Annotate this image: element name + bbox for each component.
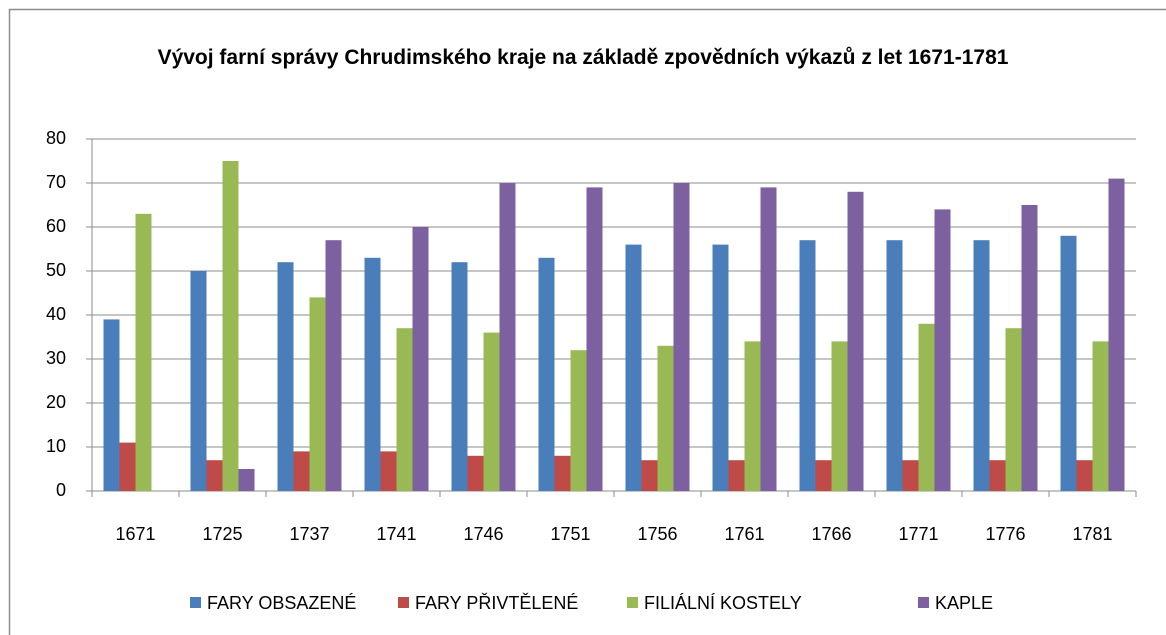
x-tick-label: 1725 — [202, 524, 242, 544]
bar — [641, 460, 658, 491]
bar — [190, 271, 207, 491]
bar — [1005, 328, 1022, 491]
bar — [554, 455, 571, 491]
y-tick-label: 40 — [46, 304, 66, 324]
bar — [309, 297, 326, 491]
legend-label: FILIÁLNÍ KOSTELY — [644, 593, 802, 613]
bar — [886, 240, 903, 491]
legend-label: FARY PŘIVTĚLENÉ — [415, 593, 578, 613]
y-tick-label: 10 — [46, 436, 66, 456]
y-tick-label: 0 — [56, 480, 66, 500]
bar — [847, 191, 864, 492]
bar — [1076, 460, 1093, 491]
bar — [483, 332, 500, 491]
bar — [831, 341, 848, 491]
bar — [918, 323, 935, 491]
y-tick-label: 50 — [46, 260, 66, 280]
bar — [815, 460, 832, 491]
bar — [625, 244, 642, 491]
legend-swatch — [918, 597, 929, 608]
bar — [1092, 341, 1109, 491]
bar — [135, 213, 152, 492]
legend-label: FARY OBSAZENÉ — [207, 593, 356, 613]
y-tick-label: 60 — [46, 216, 66, 236]
bar — [293, 451, 310, 491]
y-tick-label: 70 — [46, 172, 66, 192]
x-tick-label: 1746 — [463, 524, 503, 544]
bar — [902, 460, 919, 491]
x-tick-label: 1781 — [1072, 524, 1112, 544]
legend-label: KAPLE — [935, 593, 993, 613]
bar — [1108, 178, 1125, 491]
bar — [325, 240, 342, 491]
bar — [364, 257, 381, 491]
bar — [1021, 205, 1038, 491]
bar — [412, 227, 429, 491]
bar — [396, 328, 413, 491]
x-tick-label: 1756 — [637, 524, 677, 544]
bar — [760, 187, 777, 491]
bar — [570, 350, 587, 491]
x-tick-label: 1771 — [898, 524, 938, 544]
x-tick-label: 1671 — [115, 524, 155, 544]
legend-swatch — [190, 597, 201, 608]
bar — [119, 442, 136, 491]
x-tick-label: 1766 — [811, 524, 851, 544]
bar — [1060, 235, 1077, 491]
bar — [712, 244, 729, 491]
bar — [206, 460, 223, 491]
bar — [728, 460, 745, 491]
bar — [799, 240, 816, 491]
bar — [499, 183, 516, 491]
legend-swatch — [398, 597, 409, 608]
legend-swatch — [627, 597, 638, 608]
bar — [222, 161, 239, 491]
y-tick-label: 20 — [46, 392, 66, 412]
bar — [451, 262, 468, 491]
chart-title: Vývoj farní správy Chrudimského kraje na… — [157, 46, 1009, 69]
x-tick-label: 1761 — [724, 524, 764, 544]
bar — [657, 345, 674, 491]
x-tick-label: 1751 — [550, 524, 590, 544]
bar — [538, 257, 555, 491]
bar — [673, 183, 690, 491]
bar — [238, 469, 255, 491]
x-tick-label: 1737 — [289, 524, 329, 544]
bar — [277, 262, 294, 491]
bar — [744, 341, 761, 491]
bar — [973, 240, 990, 491]
bar — [103, 319, 120, 491]
bar — [989, 460, 1006, 491]
bar — [934, 209, 951, 491]
y-tick-label: 30 — [46, 348, 66, 368]
y-tick-label: 80 — [46, 128, 66, 148]
chart-border — [8, 8, 1166, 635]
x-tick-label: 1741 — [376, 524, 416, 544]
bar — [380, 451, 397, 491]
bar — [586, 187, 603, 491]
bar — [467, 455, 484, 491]
x-tick-label: 1776 — [985, 524, 1025, 544]
